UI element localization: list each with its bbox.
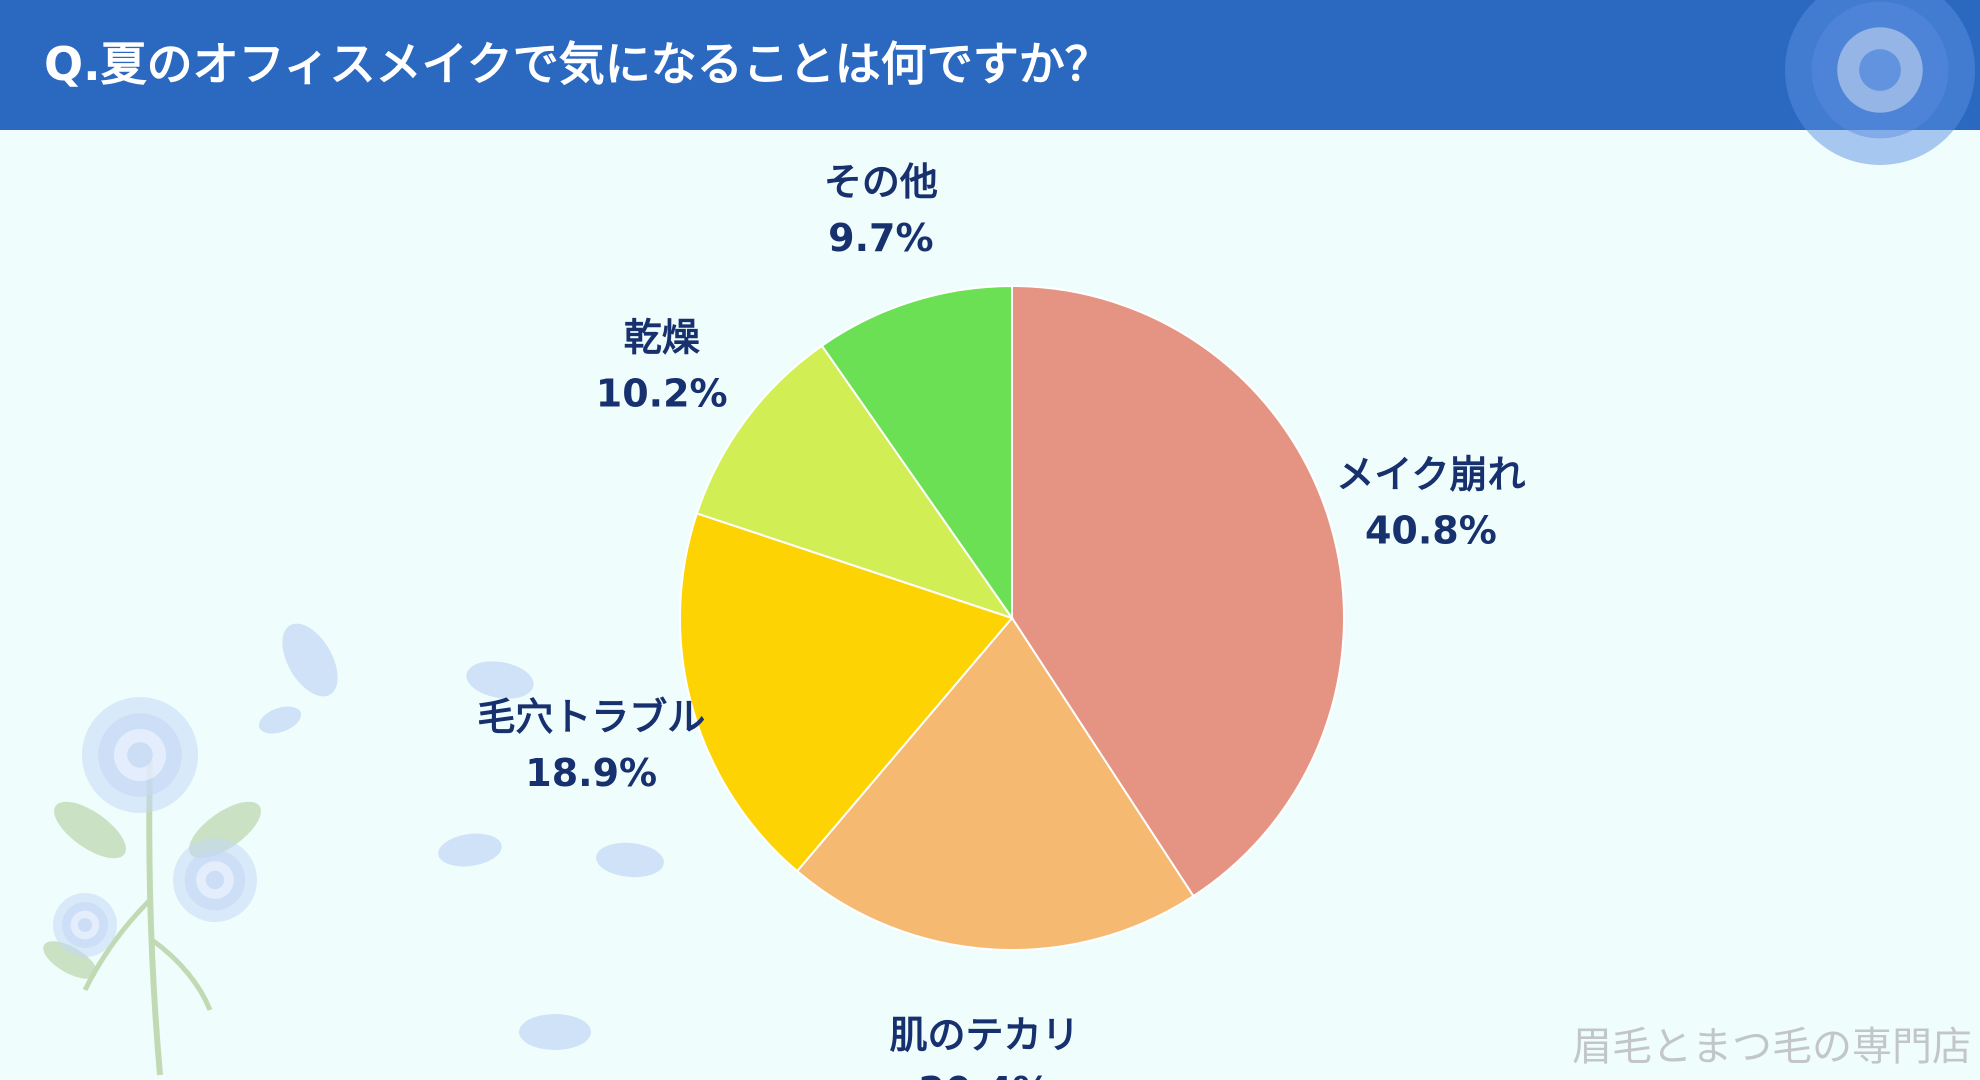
pie-slice bbox=[795, 616, 1195, 951]
rose-bottom-left-small bbox=[173, 838, 257, 922]
rose-bottom-left bbox=[82, 697, 198, 813]
pie-labels: メイク崩れ 40.8% 肌のテカリ 20.4% 毛穴トラブル 18.9% 乾燥 10.2% その… bbox=[477, 160, 1525, 1080]
pie-slice bbox=[820, 284, 1013, 622]
slice-label: 毛穴トラブル bbox=[477, 695, 705, 739]
slice-value-label: 40.8% bbox=[1365, 508, 1497, 552]
pie-slice bbox=[679, 512, 1014, 873]
slice-label: その他 bbox=[824, 160, 938, 204]
slice-value-label: 10.2% bbox=[596, 372, 728, 416]
slice-label: 乾燥 bbox=[624, 316, 701, 360]
slice-value-label: 18.9% bbox=[525, 751, 657, 795]
petal bbox=[258, 706, 302, 734]
rose-bottom-left-bud bbox=[53, 893, 117, 957]
rose-top-right bbox=[1785, 0, 1975, 165]
header-bar: Q.夏のオフィスメイクで気になることは何ですか？ bbox=[0, 0, 1980, 130]
petal bbox=[596, 842, 664, 878]
watermark: 眉毛とまつ毛の専門店 bbox=[1572, 1024, 1972, 1070]
pie-slice bbox=[695, 344, 1015, 620]
slice-value-label: 20.4% bbox=[919, 1069, 1051, 1080]
slice-label: メイク崩れ bbox=[1336, 452, 1525, 496]
petal bbox=[438, 833, 502, 867]
petal bbox=[282, 623, 338, 697]
petal bbox=[519, 1014, 591, 1050]
slice-label: 肌のテカリ bbox=[890, 1013, 1080, 1057]
chart-title: Q.夏のオフィスメイクで気になることは何ですか？ bbox=[44, 37, 1111, 91]
pie-slices bbox=[679, 284, 1345, 951]
decoration-layer bbox=[43, 0, 1975, 1076]
petal bbox=[466, 661, 534, 699]
slice-value-label: 9.7% bbox=[828, 216, 933, 260]
